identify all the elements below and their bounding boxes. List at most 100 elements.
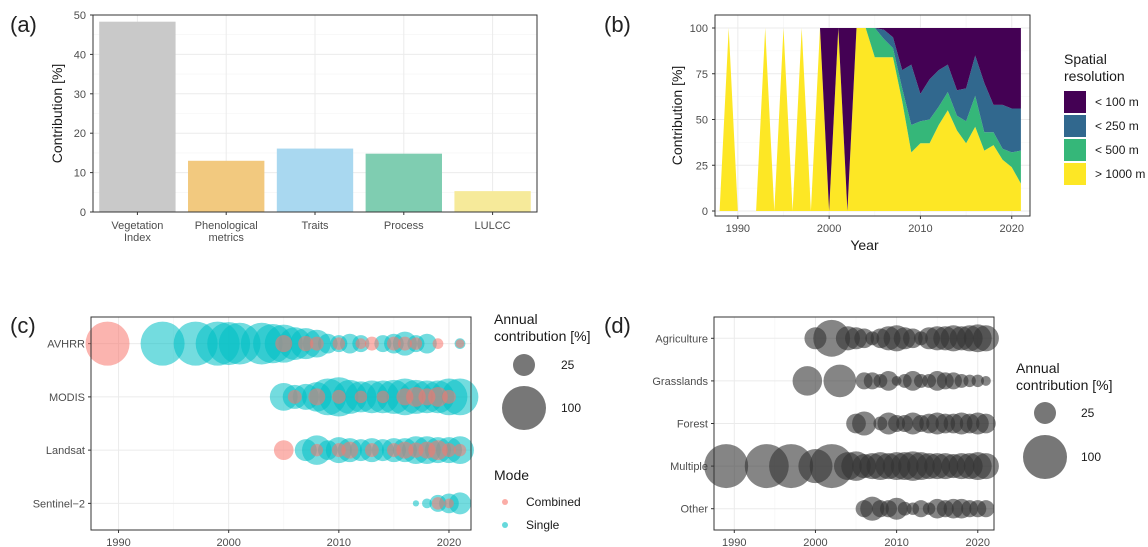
panel-a-y-tick-label: 50 bbox=[74, 10, 86, 22]
legend-swatch-500-m bbox=[1064, 139, 1086, 161]
panel-c-point-single bbox=[140, 321, 185, 366]
panel-c-mode-legend-title: Mode bbox=[494, 467, 529, 483]
panel-d-chart: 1990 2000 2010 2020 Agriculture Grasslands For… bbox=[652, 316, 1113, 547]
panel-c-size-legend-label: 100 bbox=[561, 401, 581, 415]
panel-d-point-land bbox=[972, 453, 999, 480]
panel-b-frame bbox=[714, 14, 1031, 217]
panel-b-legend-title: Spatial resolution bbox=[1064, 51, 1125, 84]
area-250-m bbox=[719, 28, 1021, 211]
panel-c-point-single bbox=[448, 492, 471, 515]
panel-d-x-tick-label: 2000 bbox=[803, 537, 827, 547]
panel-b-chart: 0 25 50 75 100 1990 2000 2010 2020 Year Contributi… bbox=[669, 14, 1145, 253]
panel-c-point-combined bbox=[364, 336, 379, 351]
area-500-m bbox=[719, 28, 1021, 211]
legend-swatch-100-m bbox=[1064, 91, 1086, 113]
panel-b: (b) 0 25 50 75 100 1990 2000 2010 2020 Year Contri… bbox=[604, 12, 1145, 253]
panel-c-y-tick-label-sentinel-2: Sentinel−2 bbox=[33, 498, 85, 510]
x-tick-label-vegetation-index: Vegetation Index bbox=[111, 220, 163, 244]
panel-d-point-land bbox=[769, 444, 814, 489]
panel-c-point-combined bbox=[308, 388, 326, 406]
panel-c-point-combined bbox=[409, 337, 423, 350]
panel-c-point-combined bbox=[428, 387, 448, 407]
panel-d-point-land bbox=[852, 411, 877, 436]
mode-legend-key-single bbox=[502, 522, 508, 528]
bar-traits bbox=[276, 148, 354, 212]
panel-c-y-tick-label-modis: MODIS bbox=[49, 392, 85, 404]
panel-a-y-tick-label: 20 bbox=[74, 128, 86, 140]
panel-d-point-land bbox=[972, 325, 999, 352]
legend-swatch-1000-m bbox=[1064, 163, 1086, 185]
panel-c-point-combined bbox=[432, 338, 444, 350]
mode-legend-label-single: Single bbox=[526, 518, 560, 532]
panel-d: (d) 1990 2000 2010 2020 Agriculture Grassland… bbox=[604, 313, 1113, 547]
panel-c-point-single bbox=[422, 498, 432, 509]
panel-c-size-legend-circle bbox=[513, 354, 535, 376]
panel-c-point-combined bbox=[455, 339, 465, 349]
panel-c-point-combined bbox=[364, 443, 379, 458]
panel-d-x-tick-label: 2020 bbox=[966, 537, 990, 547]
panel-c-x-tick-label: 2010 bbox=[327, 537, 351, 547]
panel-c-point-combined bbox=[341, 441, 359, 459]
legend-label-100-m: < 100 m bbox=[1095, 95, 1139, 109]
panel-c-size-legend-label: 25 bbox=[561, 358, 575, 372]
panel-c-point-combined bbox=[396, 441, 414, 459]
bar-phenological-metrics bbox=[188, 160, 265, 212]
x-tick-label-lulcc: LULCC bbox=[475, 220, 511, 232]
panel-b-y-tick-label: 25 bbox=[696, 160, 708, 172]
panel-d-y-tick-label-multiple: Multiple bbox=[670, 461, 708, 473]
panel-c-point-combined bbox=[431, 497, 445, 510]
panel-c-point-combined bbox=[428, 440, 448, 460]
panel-c-point-combined bbox=[376, 390, 390, 404]
panel-c-x-tick-label: 2000 bbox=[216, 537, 240, 547]
panel-c-point-combined bbox=[453, 443, 467, 457]
panel-b-y-tick-label: 50 bbox=[696, 115, 708, 127]
panel-a-y-axis-title: Contribution [%] bbox=[49, 64, 65, 164]
x-tick-label-phenological-metrics: Phenological metrics bbox=[195, 220, 258, 244]
panel-c-point-combined bbox=[310, 443, 324, 457]
panel-d-label: (d) bbox=[604, 313, 631, 338]
legend-swatch-250-m bbox=[1064, 115, 1086, 137]
panel-c-point-single bbox=[412, 500, 420, 507]
area-1000-m bbox=[719, 28, 1021, 211]
panel-d-point-land bbox=[823, 364, 857, 398]
legend-label-500-m: < 500 m bbox=[1095, 143, 1139, 157]
panel-c-point-combined bbox=[275, 335, 293, 353]
panel-c-size-legend-circle bbox=[502, 386, 546, 430]
panel-c-point-combined bbox=[309, 336, 324, 351]
panel-a-y-tick-label: 10 bbox=[74, 168, 86, 180]
panel-b-x-tick-label: 2020 bbox=[999, 223, 1023, 235]
panel-c-point-combined bbox=[331, 389, 346, 404]
panel-d-point-land bbox=[971, 374, 984, 388]
panel-c-label: (c) bbox=[10, 313, 36, 338]
panel-c: (c) 1990 2000 2010 2020 AVHRR MODIS Landsat Sen… bbox=[10, 311, 591, 547]
panel-d-y-tick-label-other: Other bbox=[680, 504, 708, 516]
panel-d-frame bbox=[713, 316, 995, 531]
panel-c-y-tick-label-avhrr: AVHRR bbox=[47, 339, 85, 351]
panel-b-x-axis-title: Year bbox=[850, 237, 879, 253]
panel-c-point-combined bbox=[442, 443, 456, 458]
panel-c-point-combined bbox=[298, 336, 314, 352]
panel-c-point-combined bbox=[273, 440, 294, 460]
panel-d-point-land bbox=[980, 375, 991, 386]
panel-c-point-combined bbox=[287, 389, 302, 404]
panel-d-point-land bbox=[704, 444, 749, 489]
panel-c-y-tick-label-landsat: Landsat bbox=[46, 445, 85, 457]
panel-c-point-combined bbox=[386, 336, 401, 351]
panel-d-x-tick-label: 1990 bbox=[722, 537, 746, 547]
panel-d-y-tick-label-grasslands: Grasslands bbox=[652, 376, 708, 388]
bar-lulcc bbox=[454, 191, 531, 212]
panel-c-point-combined bbox=[85, 321, 130, 366]
panel-c-point-combined bbox=[355, 338, 367, 350]
panel-a: (a) 0 10 20 30 40 50 Vegetation Index Phenologic… bbox=[10, 10, 538, 244]
bar-vegetation-index bbox=[99, 21, 176, 213]
panel-c-point-single bbox=[417, 333, 437, 354]
panel-b-x-tick-label: 2010 bbox=[908, 223, 932, 235]
x-tick-label-traits: Traits bbox=[301, 220, 329, 232]
panel-c-x-tick-label: 2020 bbox=[437, 537, 461, 547]
panel-d-size-legend-label: 25 bbox=[1081, 406, 1095, 420]
panel-c-size-legend-title: Annual contribution [%] bbox=[494, 311, 591, 344]
panel-d-size-legend-circle bbox=[1034, 402, 1056, 424]
legend-label-250-m: < 250 m bbox=[1095, 119, 1139, 133]
panel-d-size-legend-label: 100 bbox=[1081, 450, 1101, 464]
panel-a-y-tick-label: 30 bbox=[74, 89, 86, 101]
